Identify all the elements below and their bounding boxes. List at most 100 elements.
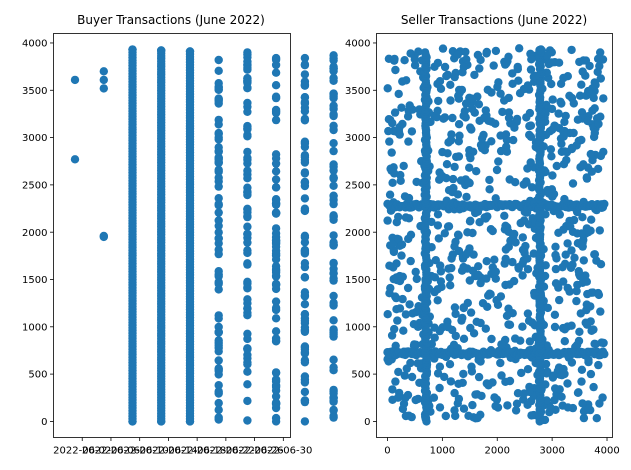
seller-point bbox=[573, 280, 582, 290]
buyer-point bbox=[214, 249, 223, 259]
seller-point bbox=[404, 214, 414, 223]
seller-point bbox=[600, 199, 609, 209]
buyer-point bbox=[243, 308, 252, 317]
seller-point bbox=[520, 248, 529, 258]
seller-point bbox=[496, 292, 506, 301]
buyer-point bbox=[243, 345, 252, 354]
seller-point bbox=[429, 393, 439, 402]
seller-y-tick-label: 3500 bbox=[345, 86, 370, 97]
seller-point bbox=[483, 302, 492, 311]
buyer-point bbox=[243, 174, 252, 183]
seller-point bbox=[546, 403, 555, 413]
buyer-point bbox=[243, 57, 252, 66]
seller-point bbox=[385, 190, 395, 199]
seller-point bbox=[446, 281, 455, 290]
seller-point bbox=[552, 161, 561, 171]
seller-point bbox=[397, 240, 407, 249]
buyer-point bbox=[329, 363, 338, 372]
seller-point bbox=[450, 303, 460, 312]
seller-point bbox=[487, 137, 496, 146]
seller-point bbox=[436, 277, 446, 286]
buyer-point bbox=[300, 259, 310, 268]
buyer-point bbox=[70, 75, 80, 85]
seller-point bbox=[504, 113, 514, 123]
seller-point bbox=[443, 70, 452, 80]
seller-point bbox=[583, 116, 592, 126]
seller-point bbox=[404, 106, 413, 116]
seller-point bbox=[555, 385, 564, 394]
seller-point bbox=[443, 222, 453, 231]
buyer-point bbox=[329, 276, 338, 285]
seller-point bbox=[514, 264, 523, 273]
buyer-point bbox=[300, 169, 310, 178]
seller-point bbox=[443, 322, 452, 332]
buyer-point bbox=[214, 370, 223, 379]
seller-chart: Seller Transactions (June 2022) 0 500 1000… bbox=[345, 13, 620, 457]
seller-point bbox=[517, 368, 526, 378]
seller-point bbox=[578, 399, 587, 408]
seller-point bbox=[518, 271, 527, 280]
seller-point bbox=[523, 365, 533, 374]
buyer-point bbox=[214, 173, 223, 182]
buyer-point bbox=[243, 48, 252, 57]
buyer-point bbox=[329, 301, 338, 310]
buyer-point bbox=[329, 91, 338, 101]
seller-point bbox=[404, 234, 413, 244]
seller-point bbox=[390, 324, 399, 334]
seller-point bbox=[526, 121, 536, 130]
seller-point bbox=[454, 394, 464, 404]
seller-point bbox=[583, 289, 592, 299]
seller-point bbox=[596, 48, 605, 57]
buyer-axes-frame bbox=[53, 33, 291, 438]
seller-point bbox=[587, 326, 596, 335]
seller-point bbox=[486, 290, 495, 299]
buyer-point bbox=[214, 356, 223, 365]
seller-point bbox=[445, 273, 454, 282]
buyer-point bbox=[300, 347, 310, 357]
buyer-point bbox=[329, 212, 338, 221]
seller-point bbox=[509, 135, 518, 145]
buyer-point bbox=[329, 413, 338, 422]
seller-point bbox=[579, 413, 589, 423]
seller-point bbox=[587, 167, 596, 176]
buyer-point bbox=[300, 139, 310, 148]
buyer-point bbox=[300, 107, 310, 116]
seller-point bbox=[491, 46, 501, 56]
seller-point bbox=[451, 237, 460, 247]
seller-point bbox=[459, 62, 468, 72]
buyer-point bbox=[214, 398, 223, 408]
buyer-point bbox=[214, 279, 223, 288]
buyer-point bbox=[271, 297, 281, 306]
buyer-point bbox=[243, 259, 252, 268]
seller-axes-frame bbox=[376, 33, 613, 438]
seller-point bbox=[457, 85, 467, 95]
seller-point bbox=[476, 357, 485, 366]
seller-point bbox=[550, 395, 559, 405]
buyer-point bbox=[214, 158, 223, 167]
seller-point bbox=[498, 107, 507, 117]
seller-point bbox=[577, 80, 586, 89]
seller-point bbox=[518, 233, 527, 242]
seller-point bbox=[590, 250, 600, 259]
seller-point bbox=[438, 44, 448, 53]
seller-point bbox=[566, 222, 575, 231]
seller-point bbox=[410, 55, 419, 64]
seller-point bbox=[447, 254, 456, 263]
seller-point bbox=[599, 94, 608, 103]
seller-point bbox=[500, 211, 509, 220]
buyer-point bbox=[271, 167, 281, 176]
seller-point bbox=[527, 183, 537, 192]
buyer-point bbox=[185, 47, 195, 56]
seller-point bbox=[474, 372, 484, 382]
buyer-chart-title: Buyer Transactions (June 2022) bbox=[77, 13, 265, 27]
seller-point bbox=[582, 277, 591, 286]
buyer-point bbox=[271, 81, 281, 90]
seller-point bbox=[523, 400, 532, 409]
buyer-x-tick-label: 2022-06-30 bbox=[254, 446, 312, 457]
seller-point bbox=[598, 55, 608, 64]
buyer-point bbox=[214, 216, 223, 225]
seller-point bbox=[589, 382, 598, 392]
seller-point bbox=[389, 274, 398, 284]
buyer-point bbox=[214, 165, 223, 175]
seller-point bbox=[465, 163, 474, 172]
